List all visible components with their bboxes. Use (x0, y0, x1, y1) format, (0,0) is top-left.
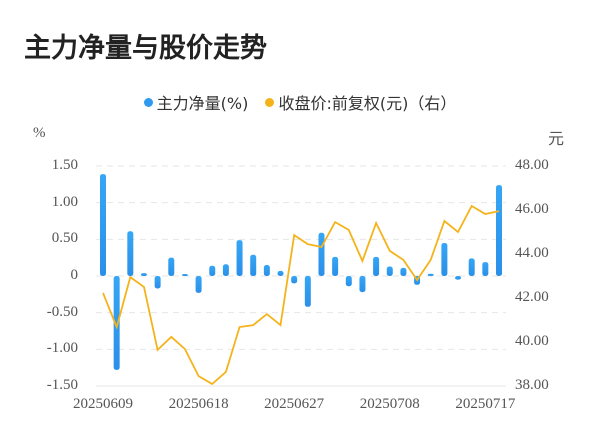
bar-net-volume[interactable] (482, 262, 489, 276)
left-axis-tick: -1.50 (46, 377, 78, 393)
bar-net-volume[interactable] (468, 258, 475, 276)
legend: 主力净量(%) 收盘价:前复权(元)（右） (0, 90, 600, 114)
x-axis-tick: 20250618 (168, 396, 229, 412)
bar-net-volume[interactable] (140, 273, 147, 276)
bar-net-volume[interactable] (127, 231, 134, 276)
bar-net-volume[interactable] (154, 276, 161, 289)
line-close-price[interactable] (102, 204, 500, 386)
bar-net-volume[interactable] (236, 240, 243, 276)
legend-label: 主力净量(%) (156, 94, 249, 113)
bar-net-volume[interactable] (250, 254, 257, 276)
right-axis-tick: 38.00 (515, 377, 549, 393)
right-axis-tick: 48.00 (515, 157, 549, 173)
bar-net-volume[interactable] (100, 174, 106, 276)
bar-net-volume[interactable] (263, 265, 270, 276)
right-axis-tick: 40.00 (515, 333, 549, 349)
bar-net-volume[interactable] (345, 276, 352, 287)
left-axis-tick: 0.50 (51, 230, 78, 247)
left-axis-tick: -1.00 (46, 340, 78, 357)
bar-net-volume[interactable] (181, 274, 188, 276)
bar-net-volume[interactable] (318, 232, 325, 276)
chart-title: 主力净量与股价走势 (24, 33, 267, 64)
bar-net-volume[interactable] (304, 276, 311, 307)
right-axis-tick: 46.00 (515, 201, 549, 217)
right-axis-tick: 44.00 (515, 245, 549, 261)
right-axis-unit: 元 (548, 129, 565, 148)
left-axis-tick: 0 (70, 267, 79, 283)
bar-net-volume[interactable] (386, 266, 393, 276)
legend-item-close-price[interactable]: 收盘价:前复权(元)（右） (265, 90, 456, 114)
x-axis-tick: 20250708 (359, 396, 420, 412)
bar-net-volume[interactable] (291, 276, 298, 284)
left-axis-tick: 1.00 (51, 193, 78, 210)
bar-net-volume[interactable] (209, 265, 216, 276)
legend-item-net-volume[interactable]: 主力净量(%) (143, 90, 249, 114)
left-axis-tick: -0.50 (46, 303, 78, 320)
x-axis-tick: 20250627 (264, 396, 325, 412)
left-axis-unit: % (33, 125, 46, 141)
bar-net-volume[interactable] (195, 276, 202, 293)
bar-net-volume[interactable] (277, 270, 284, 276)
legend-dot-blue-icon (143, 97, 153, 107)
bar-net-volume[interactable] (113, 276, 120, 370)
bar-net-volume[interactable] (427, 273, 434, 276)
legend-label: 收盘价:前复权(元)（右） (278, 94, 457, 113)
bar-net-volume[interactable] (359, 276, 366, 293)
bar-net-volume[interactable] (441, 243, 448, 276)
bar-net-volume[interactable] (168, 257, 175, 276)
x-axis-tick: 20250609 (73, 396, 133, 412)
bar-net-volume[interactable] (455, 276, 462, 280)
bar-net-volume[interactable] (373, 256, 380, 276)
bar-net-volume[interactable] (496, 185, 502, 276)
bar-net-volume[interactable] (222, 264, 229, 276)
right-axis-tick: 42.00 (515, 289, 549, 305)
left-axis-tick: 1.50 (51, 157, 78, 173)
legend-dot-yellow-icon (265, 97, 275, 107)
bar-net-volume[interactable] (400, 267, 407, 276)
bar-net-volume[interactable] (332, 256, 339, 276)
x-axis-tick: 20250717 (455, 396, 516, 412)
